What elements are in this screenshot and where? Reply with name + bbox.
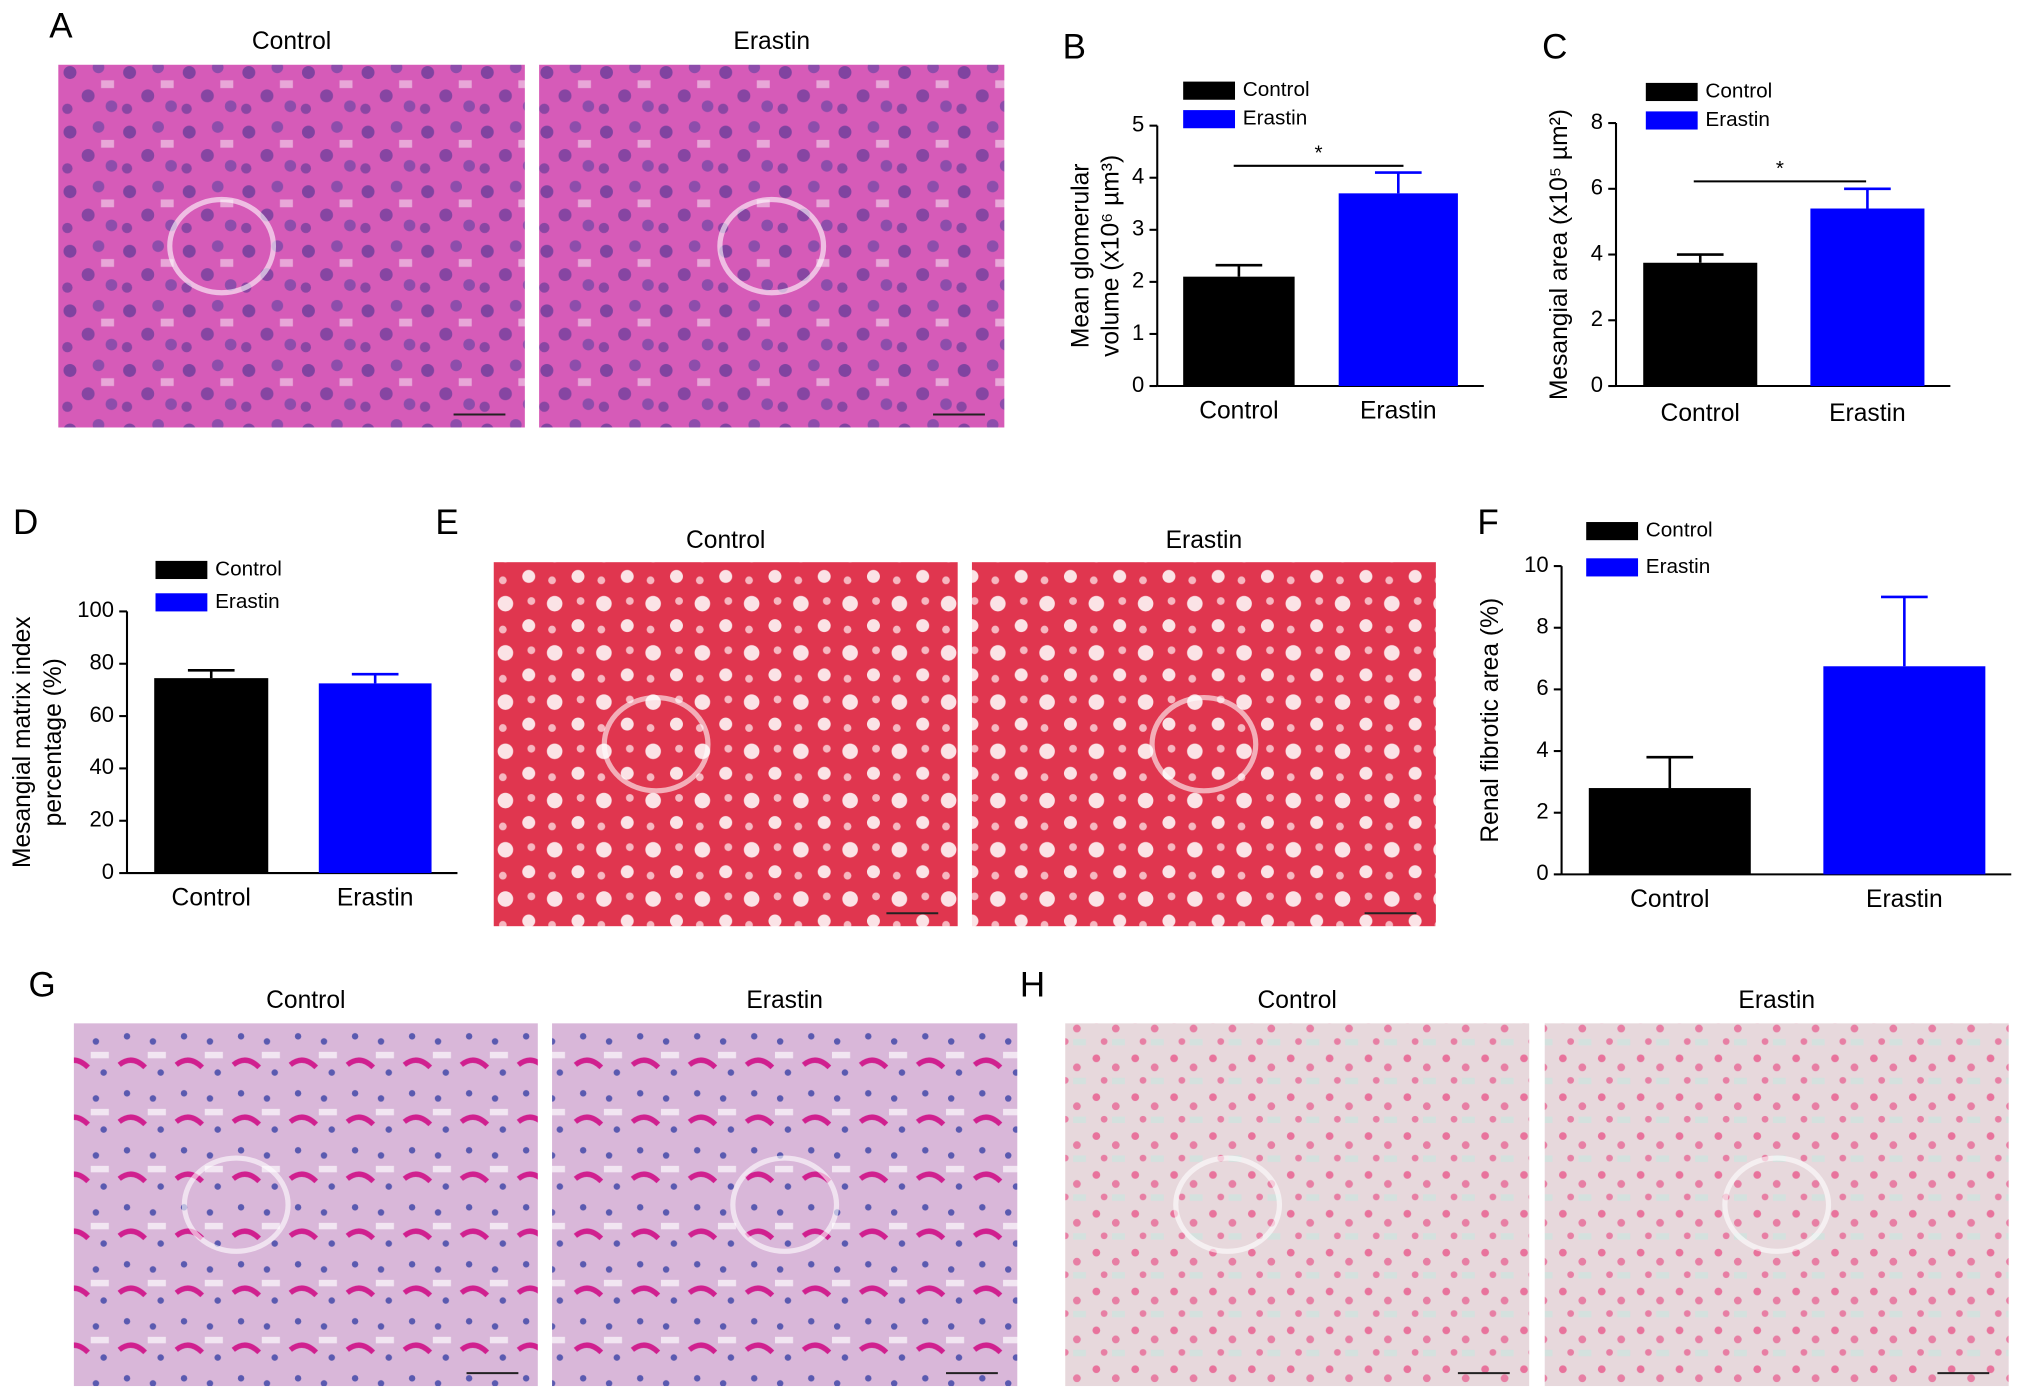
micrograph bbox=[58, 64, 525, 428]
y-axis-label: Mesangial area (x10⁵ µm²) bbox=[1546, 109, 1573, 400]
glomerulus bbox=[601, 694, 711, 794]
bar bbox=[1183, 276, 1295, 387]
y-tick-label: 0 bbox=[102, 859, 114, 884]
micrograph bbox=[539, 64, 1005, 428]
legend-label: Erastin bbox=[215, 590, 279, 613]
legend-swatch bbox=[1183, 81, 1236, 100]
y-tick-label: 8 bbox=[1591, 109, 1603, 134]
panel-letter: B bbox=[1063, 27, 1086, 66]
y-tick-label: 20 bbox=[90, 807, 115, 832]
y-tick-label: 6 bbox=[1591, 175, 1603, 200]
x-tick-label: Erastin bbox=[1866, 886, 1943, 913]
legend-swatch bbox=[1586, 522, 1639, 541]
legend-swatch bbox=[155, 560, 208, 580]
glomerulus bbox=[1722, 1155, 1832, 1254]
bar bbox=[1588, 788, 1751, 875]
x-tick-label: Control bbox=[172, 884, 251, 911]
legend-swatch bbox=[1645, 82, 1698, 102]
micrograph bbox=[493, 562, 958, 927]
x-tick-label: Control bbox=[1661, 400, 1740, 427]
micrograph bbox=[552, 1023, 1018, 1387]
x-tick-label: Control bbox=[1199, 397, 1278, 424]
y-axis-label: Renal fibrotic area (%) bbox=[1477, 598, 1504, 843]
image-title: Erastin bbox=[746, 987, 823, 1014]
image-title: Control bbox=[266, 987, 345, 1014]
panel-letter: C bbox=[1542, 27, 1567, 66]
legend-label: Control bbox=[1705, 79, 1772, 102]
panel-letter: D bbox=[13, 503, 38, 542]
y-tick-label: 40 bbox=[90, 754, 115, 779]
micrograph bbox=[971, 562, 1436, 927]
image-title: Erastin bbox=[733, 28, 810, 55]
x-tick-label: Erastin bbox=[1360, 397, 1437, 424]
image-title: Erastin bbox=[1166, 527, 1243, 554]
legend-swatch bbox=[1645, 111, 1698, 130]
glomerulus bbox=[181, 1155, 291, 1254]
y-tick-label: 60 bbox=[90, 702, 115, 727]
glomerulus bbox=[167, 196, 277, 296]
panel-letter: F bbox=[1477, 503, 1498, 542]
panel-letter: G bbox=[29, 965, 56, 1004]
legend-label: Erastin bbox=[1243, 107, 1307, 130]
y-axis-label: volume (x10⁶ µm³) bbox=[1097, 155, 1124, 357]
panel-letter: E bbox=[435, 503, 458, 542]
micrograph bbox=[1065, 1023, 1530, 1387]
y-tick-label: 2 bbox=[1591, 306, 1603, 331]
micrograph bbox=[73, 1023, 538, 1387]
y-tick-label: 100 bbox=[77, 597, 114, 622]
glomerulus bbox=[1173, 1155, 1283, 1254]
x-tick-label: Erastin bbox=[1829, 400, 1906, 427]
image-title: Control bbox=[252, 28, 331, 55]
panel-letter: A bbox=[49, 7, 73, 46]
y-tick-label: 0 bbox=[1132, 372, 1144, 397]
legend-label: Erastin bbox=[1705, 108, 1769, 131]
legend-label: Control bbox=[215, 557, 282, 580]
bar bbox=[1810, 208, 1925, 387]
y-tick-label: 4 bbox=[1591, 240, 1603, 265]
y-tick-label: 80 bbox=[90, 650, 115, 675]
bar bbox=[1823, 666, 1986, 875]
y-tick-label: 6 bbox=[1536, 675, 1548, 700]
y-tick-label: 4 bbox=[1132, 164, 1144, 189]
y-tick-label: 3 bbox=[1132, 216, 1144, 241]
micrograph bbox=[1544, 1023, 2009, 1387]
legend-swatch bbox=[155, 593, 208, 612]
y-axis-label: Mean glomerular bbox=[1068, 164, 1095, 349]
glomerulus bbox=[717, 196, 827, 296]
legend-swatch bbox=[1183, 110, 1236, 129]
y-axis-label: percentage (%) bbox=[40, 658, 67, 826]
y-tick-label: 8 bbox=[1536, 614, 1548, 639]
legend-swatch bbox=[1586, 558, 1639, 577]
bar bbox=[318, 683, 432, 874]
bar bbox=[154, 678, 269, 874]
image-title: Control bbox=[1258, 987, 1337, 1014]
bar bbox=[1338, 193, 1458, 387]
glomerulus bbox=[1149, 694, 1259, 794]
y-tick-label: 0 bbox=[1536, 860, 1548, 885]
y-tick-label: 0 bbox=[1591, 372, 1603, 397]
y-tick-label: 1 bbox=[1132, 320, 1144, 345]
image-title: Erastin bbox=[1738, 987, 1815, 1014]
y-axis-label: Mesangial matrix index bbox=[9, 616, 36, 868]
panel-letter: H bbox=[1020, 965, 1045, 1004]
bar bbox=[1643, 262, 1758, 387]
legend-label: Erastin bbox=[1646, 555, 1710, 578]
x-tick-label: Control bbox=[1630, 886, 1709, 913]
y-tick-label: 2 bbox=[1132, 268, 1144, 293]
significance-mark: * bbox=[1776, 157, 1784, 180]
glomerulus bbox=[730, 1155, 840, 1254]
image-title: Control bbox=[686, 527, 765, 554]
x-tick-label: Erastin bbox=[337, 884, 414, 911]
y-tick-label: 4 bbox=[1536, 737, 1548, 762]
legend-label: Control bbox=[1243, 78, 1310, 101]
y-tick-label: 10 bbox=[1524, 552, 1549, 577]
y-tick-label: 2 bbox=[1536, 799, 1548, 824]
y-tick-label: 5 bbox=[1132, 111, 1144, 136]
significance-mark: * bbox=[1315, 142, 1323, 165]
legend-label: Control bbox=[1646, 519, 1713, 542]
